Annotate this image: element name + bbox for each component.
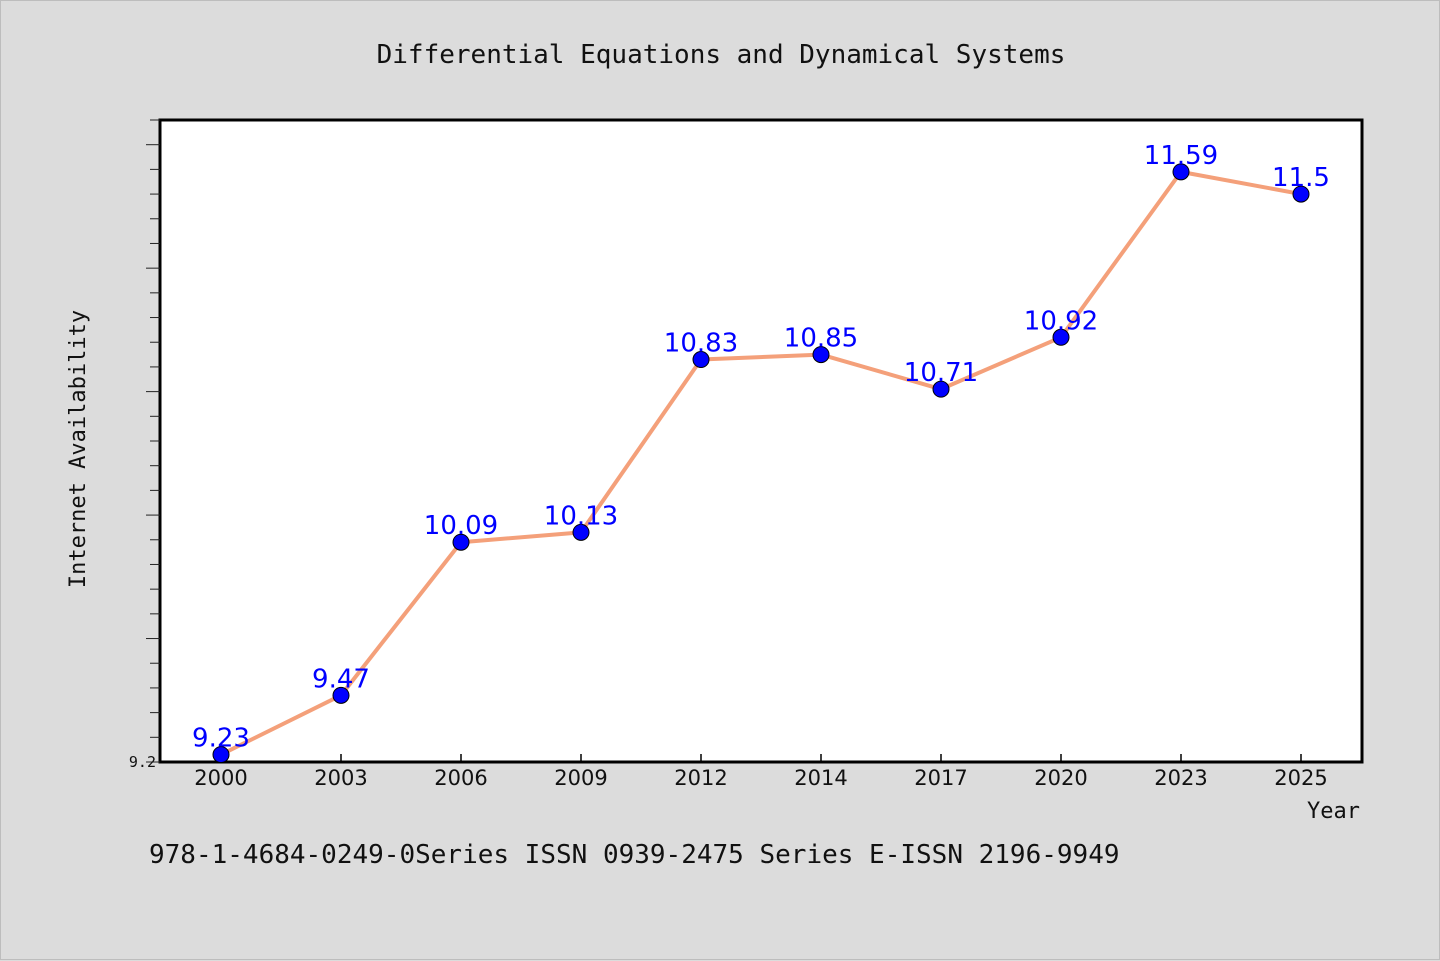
x-tick-label: 2012 <box>674 766 727 790</box>
x-tick-label: 2006 <box>434 766 487 790</box>
data-point <box>692 351 710 369</box>
y-tick-label: 9.2 <box>129 753 156 771</box>
data-label: 11.59 <box>1144 141 1218 171</box>
data-label: 10.85 <box>784 324 858 354</box>
data-point <box>212 746 230 764</box>
footnote-text: 978-1-4684-0249-0Series ISSN 0939-2475 S… <box>149 840 1120 870</box>
plot-area <box>158 118 1364 764</box>
data-points-layer <box>212 163 1310 764</box>
x-tick-label: 2020 <box>1034 766 1087 790</box>
data-point <box>452 533 470 551</box>
data-label: 10.83 <box>664 329 738 359</box>
x-tick-label: 2003 <box>314 766 367 790</box>
data-label: 10.71 <box>904 358 978 388</box>
data-point <box>332 686 350 704</box>
data-label: 9.23 <box>192 724 250 754</box>
data-label: 11.5 <box>1272 163 1330 193</box>
series-line <box>219 169 1303 757</box>
chart-title: Differential Equations and Dynamical Sys… <box>377 40 1066 70</box>
data-label: 9.47 <box>312 664 370 694</box>
x-axis-ticks: 2000 2003 2006 2009 2012 2014 2017 2020 2023 2025 <box>194 754 1328 790</box>
data-point <box>1292 185 1310 203</box>
data-label: 10.92 <box>1024 306 1098 336</box>
data-point <box>1052 328 1070 346</box>
x-tick-label: 2009 <box>554 766 607 790</box>
x-tick-label: 2025 <box>1274 766 1327 790</box>
x-tick-label: 2017 <box>914 766 967 790</box>
y-axis-ticks: 9.2 <box>129 119 160 771</box>
y-axis-label: Internet Availability <box>66 310 91 588</box>
series-line-layer <box>219 169 1303 757</box>
data-point <box>1172 163 1190 181</box>
data-label: 10.09 <box>424 511 498 541</box>
data-point <box>812 346 830 364</box>
data-point <box>572 523 590 541</box>
data-label: 10.13 <box>544 501 618 531</box>
x-tick-label: 2000 <box>194 766 247 790</box>
x-tick-label: 2014 <box>794 766 847 790</box>
data-labels-layer: 9.23 9.47 10.09 10.13 10.83 10.85 10.71 10.92 11… <box>192 141 1330 754</box>
x-axis-label: Year <box>1307 799 1360 824</box>
data-point <box>932 380 950 398</box>
x-tick-label: 2023 <box>1154 766 1207 790</box>
